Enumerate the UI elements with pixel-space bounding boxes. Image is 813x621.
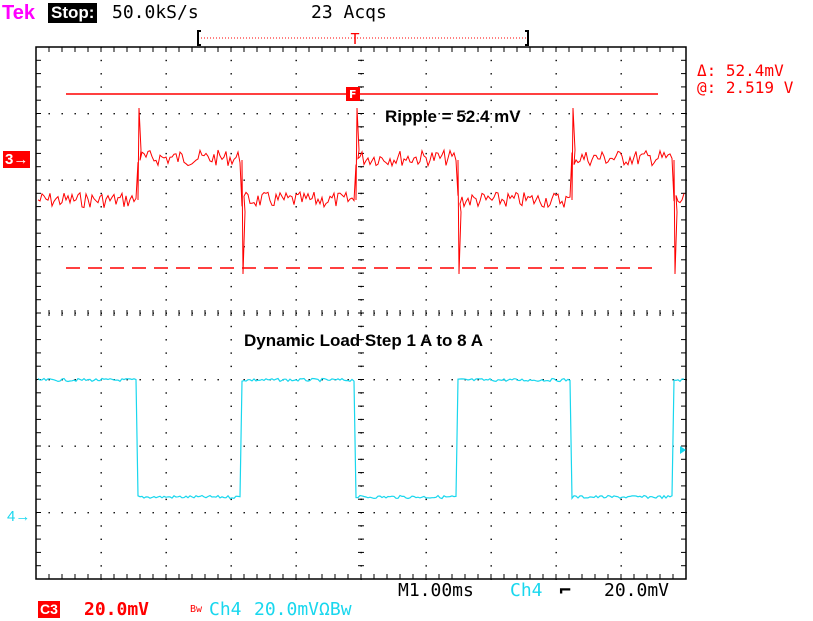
- trigger-level: 20.0mV: [604, 580, 670, 601]
- ch4-scale: 20.0mVΩBw: [254, 599, 352, 620]
- falling-edge-icon: ⌐: [559, 578, 572, 602]
- trigger-level-icon: [680, 446, 686, 454]
- ch3-waveform: [37, 107, 685, 275]
- trigger-source: Ch4: [510, 580, 543, 601]
- trigger-position-marker: T: [350, 30, 359, 48]
- ch4-label[interactable]: Ch4: [209, 599, 242, 620]
- sample-rate: 50.0kS/s: [112, 2, 199, 23]
- ripple-annotation: Ripple = 52.4 mV: [385, 107, 521, 126]
- ch4-waveform: [37, 377, 685, 500]
- cursor-handle[interactable]: [346, 87, 360, 101]
- ch3-ground-marker[interactable]: 3→: [3, 151, 31, 168]
- ch3-scale: 20.0mV: [84, 599, 150, 620]
- brand-logo: Tek: [2, 2, 35, 24]
- cursor-at-readout: @: 2.519 V: [697, 78, 794, 97]
- cursor-delta-readout: Δ: 52.4mV: [697, 61, 784, 80]
- load-step-annotation: Dynamic Load Step 1 A to 8 A: [244, 331, 483, 350]
- ch4-ground-marker[interactable]: 4→: [7, 508, 31, 525]
- svg-text:F: F: [349, 88, 357, 101]
- ch3-id-badge[interactable]: C3: [38, 601, 60, 618]
- ch3-bandwidth-icon: Bw: [190, 604, 203, 615]
- timebase-readout: M1.00ms: [396, 580, 476, 601]
- acquisition-count: 23 Acqs: [311, 2, 387, 23]
- run-state-badge[interactable]: Stop:: [48, 3, 98, 23]
- trigger-position-bar: T: [197, 30, 529, 48]
- graticule-grid: [35, 46, 687, 580]
